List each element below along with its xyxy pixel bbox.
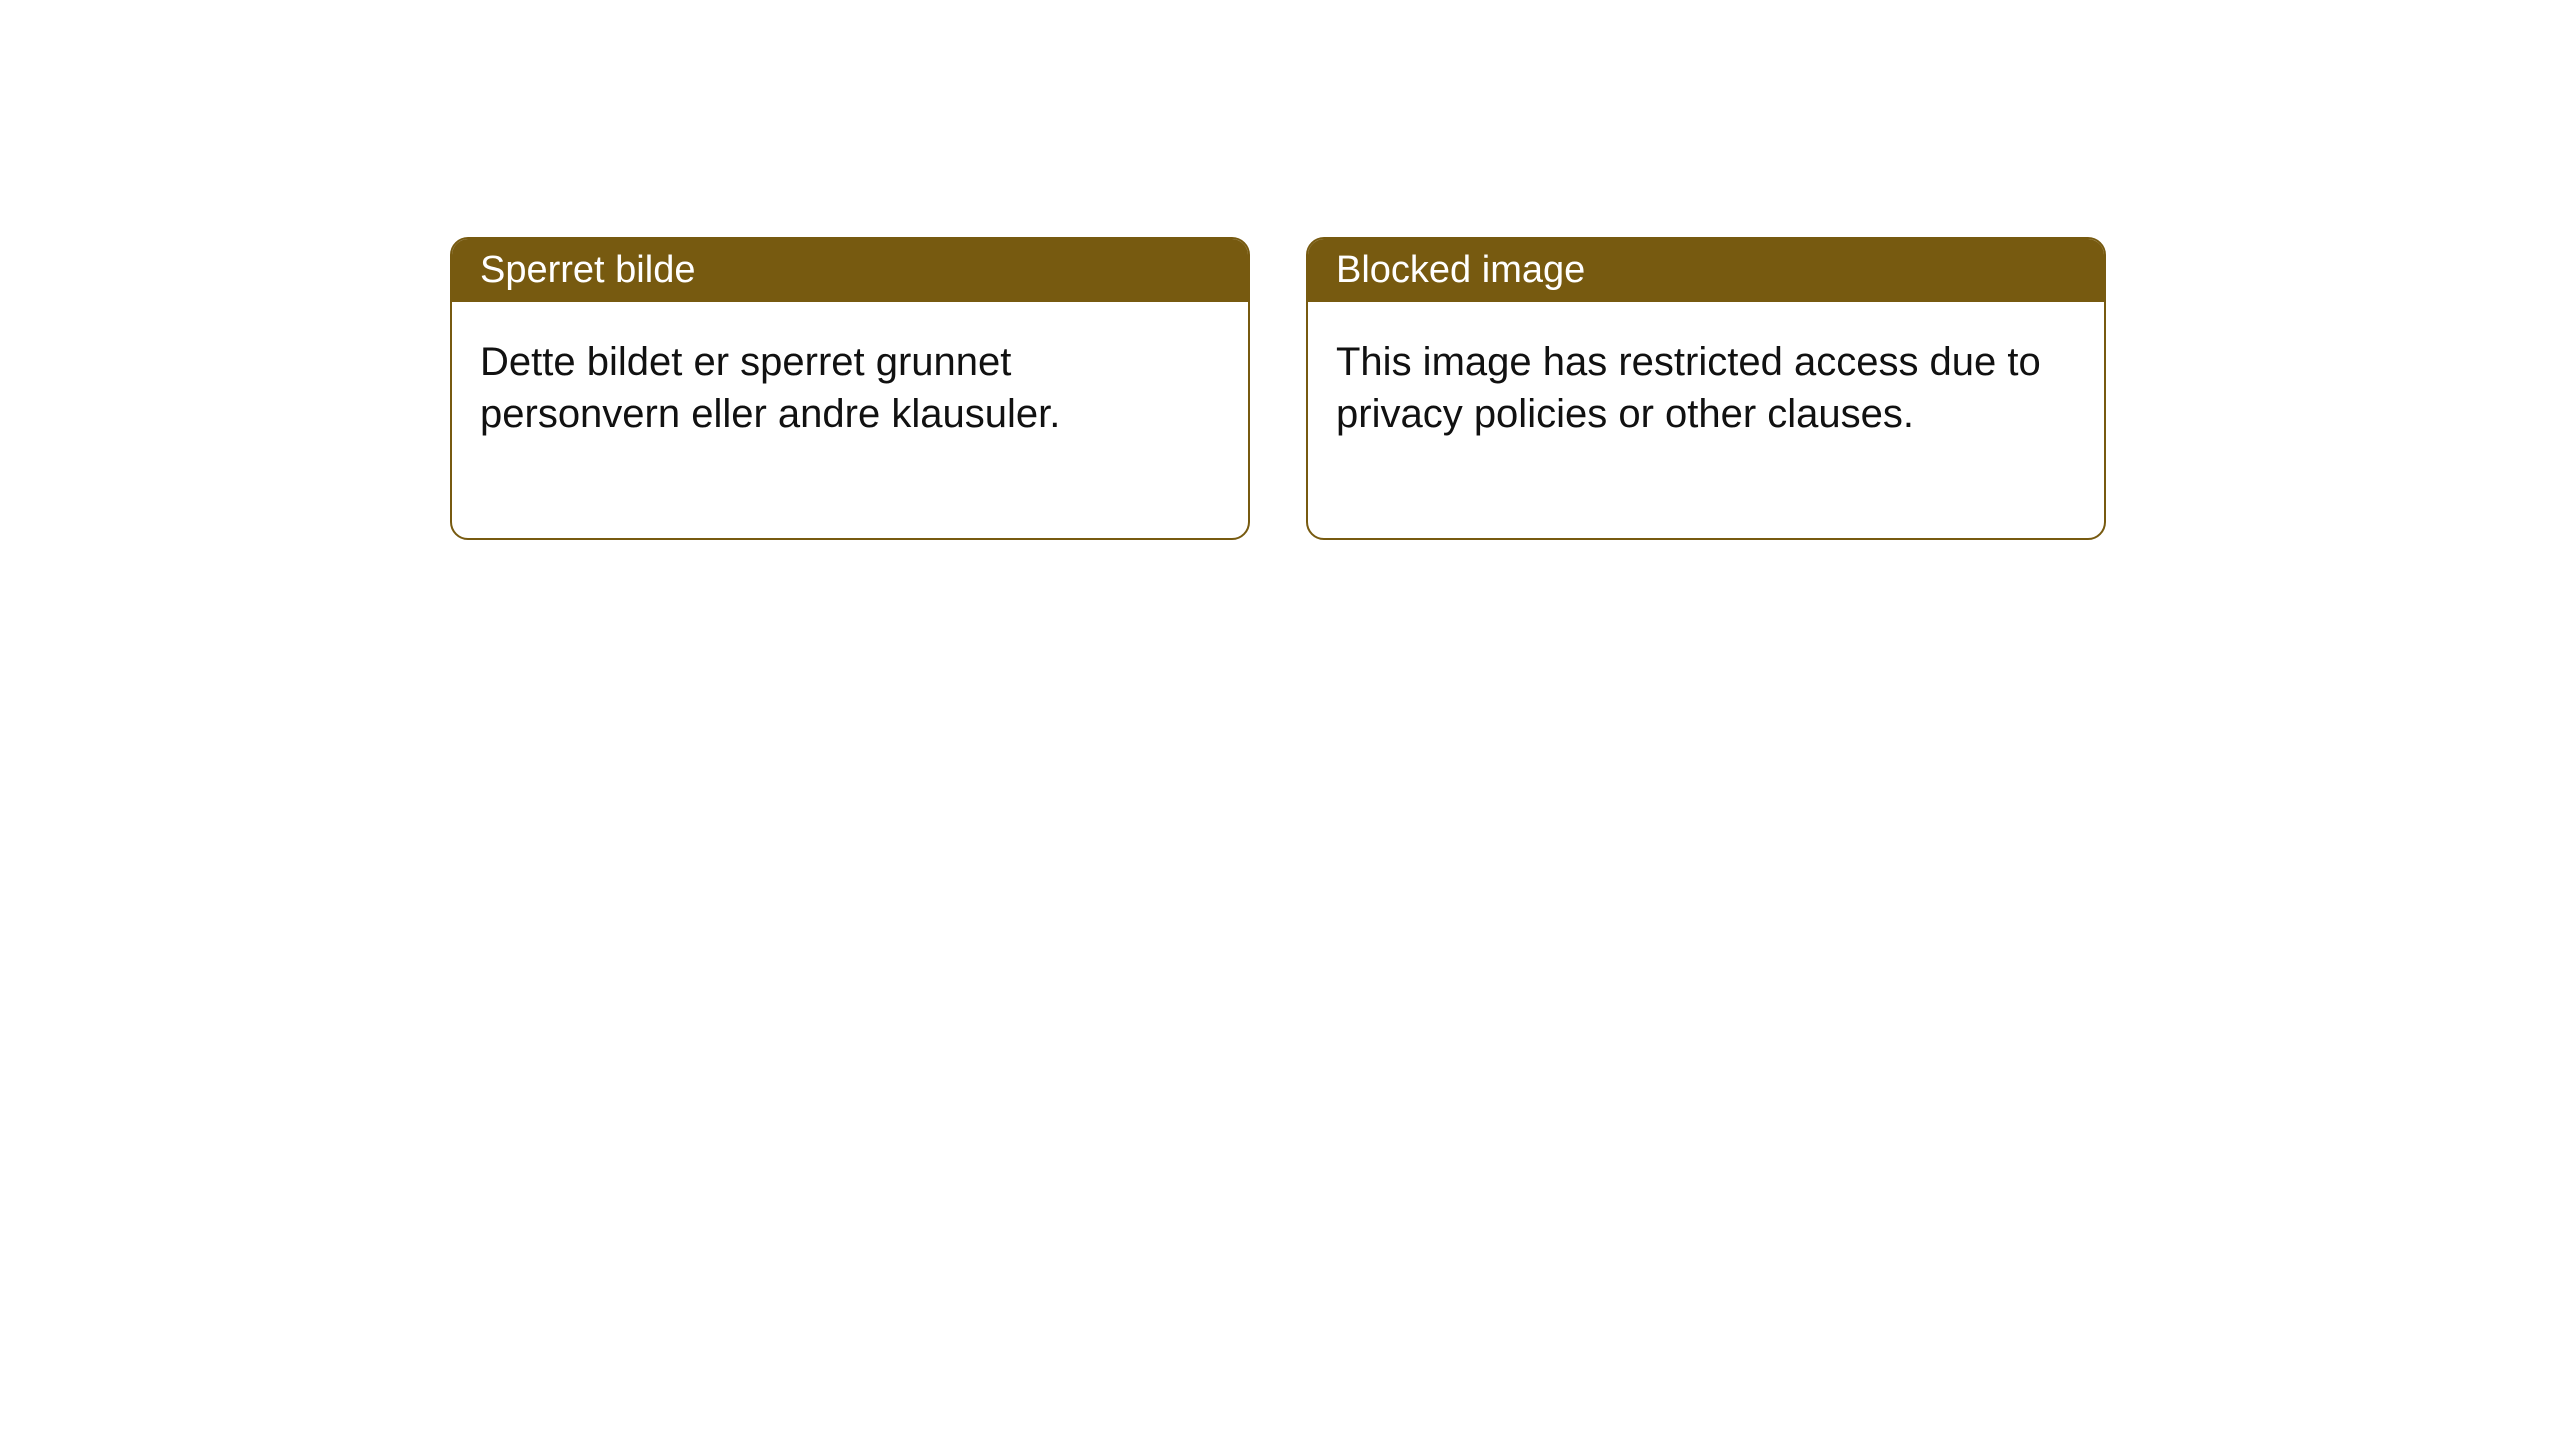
card-body: This image has restricted access due to … bbox=[1308, 302, 2104, 538]
card-body-text: This image has restricted access due to … bbox=[1336, 340, 2041, 436]
notice-cards-container: Sperret bilde Dette bildet er sperret gr… bbox=[450, 237, 2560, 540]
card-body-text: Dette bildet er sperret grunnet personve… bbox=[480, 340, 1060, 436]
notice-card-english: Blocked image This image has restricted … bbox=[1306, 237, 2106, 540]
card-body: Dette bildet er sperret grunnet personve… bbox=[452, 302, 1248, 538]
card-header: Sperret bilde bbox=[452, 239, 1248, 302]
card-header: Blocked image bbox=[1308, 239, 2104, 302]
card-title: Sperret bilde bbox=[480, 249, 695, 291]
card-title: Blocked image bbox=[1336, 249, 1585, 291]
notice-card-norwegian: Sperret bilde Dette bildet er sperret gr… bbox=[450, 237, 1250, 540]
